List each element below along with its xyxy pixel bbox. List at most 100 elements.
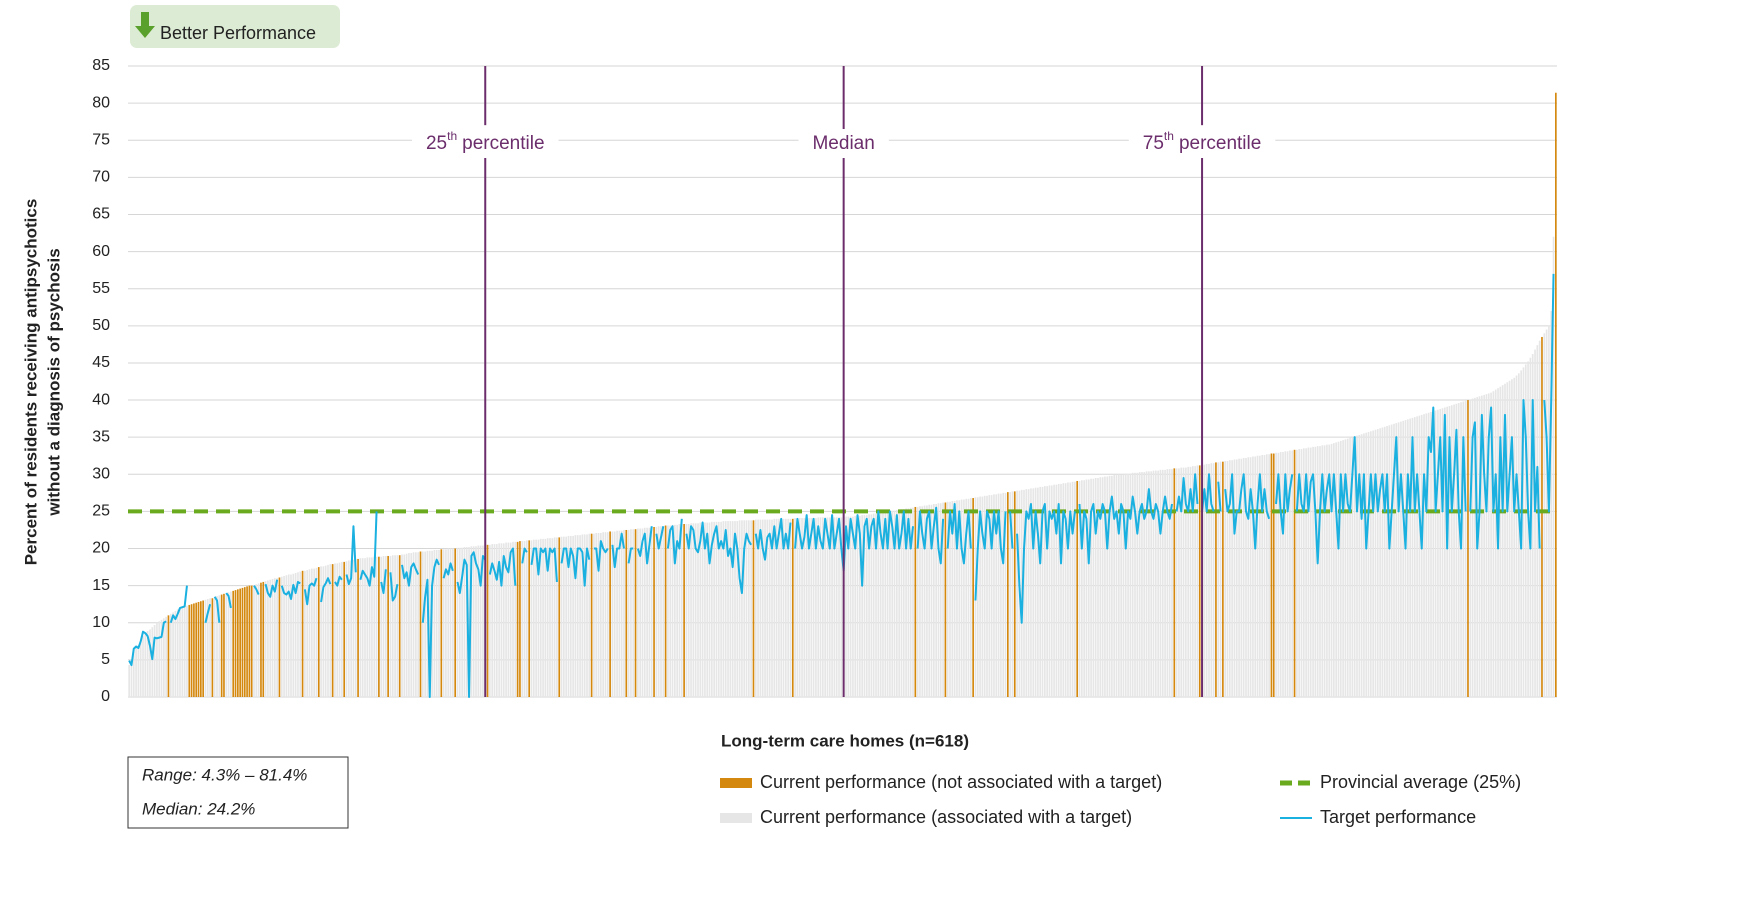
- bar: [1030, 488, 1032, 697]
- bar: [1032, 488, 1035, 697]
- bar: [1164, 469, 1166, 697]
- bar: [1011, 491, 1014, 697]
- bar: [937, 503, 940, 697]
- bar: [345, 561, 348, 697]
- bar: [1423, 414, 1425, 697]
- bar: [1097, 478, 1099, 697]
- y-tick-label: 30: [92, 466, 110, 483]
- badge-text: Better Performance: [160, 23, 316, 43]
- bar: [1409, 418, 1412, 697]
- bar: [209, 598, 211, 697]
- bar: [803, 518, 806, 697]
- bar: [824, 517, 826, 697]
- bar: [440, 549, 443, 697]
- bar: [731, 521, 734, 697]
- bar: [470, 546, 473, 697]
- bar: [1319, 446, 1321, 697]
- bar: [852, 516, 854, 697]
- x-axis-label: Long-term care homes (n=618): [721, 731, 969, 750]
- percentile-ordinal: 25: [426, 133, 447, 154]
- bar: [997, 493, 1000, 697]
- bar: [886, 511, 889, 697]
- bar: [1235, 459, 1238, 697]
- bar: [1552, 236, 1555, 697]
- bar: [761, 519, 764, 697]
- bar: [1080, 480, 1083, 697]
- bar: [350, 560, 352, 697]
- bar: [1388, 425, 1391, 697]
- bar: [630, 529, 632, 697]
- bar: [186, 605, 188, 697]
- bar: [1263, 454, 1266, 697]
- bar: [378, 556, 380, 697]
- bar: [882, 512, 884, 697]
- bar: [1279, 452, 1282, 697]
- bar: [986, 495, 988, 697]
- bar: [1501, 385, 1504, 697]
- bar: [322, 566, 325, 697]
- legend-label: Current performance (associated with a t…: [760, 807, 1132, 827]
- bar: [1076, 480, 1079, 697]
- bar: [1023, 489, 1025, 697]
- bar: [410, 552, 413, 697]
- bar: [234, 590, 237, 697]
- bar: [1090, 478, 1092, 697]
- bar: [771, 519, 773, 697]
- bar: [1215, 462, 1217, 697]
- bar: [905, 508, 907, 697]
- bar: [956, 500, 958, 697]
- bar: [1309, 447, 1312, 697]
- bar: [276, 578, 278, 697]
- bar: [246, 586, 248, 697]
- bar: [963, 499, 965, 697]
- y-tick-label: 40: [92, 391, 110, 408]
- bar: [1360, 434, 1363, 697]
- y-tick-label: 85: [92, 57, 110, 74]
- legend-label: Provincial average (25%): [1320, 772, 1521, 792]
- bar: [181, 607, 184, 697]
- bar: [468, 547, 470, 697]
- bar: [893, 510, 896, 697]
- bar: [1115, 475, 1118, 697]
- percentile-label-bg: [411, 125, 559, 159]
- bar: [1381, 427, 1384, 697]
- bar: [179, 607, 181, 697]
- bar: [493, 544, 496, 697]
- bar: [944, 502, 947, 697]
- bar: [223, 593, 225, 697]
- bar: [264, 581, 267, 697]
- bar: [313, 568, 315, 697]
- bar: [1083, 480, 1085, 697]
- bar: [190, 604, 193, 697]
- bar: [1168, 469, 1171, 697]
- bar: [1527, 361, 1529, 697]
- bar: [200, 601, 202, 697]
- bar: [1182, 467, 1185, 697]
- bar: [1356, 435, 1358, 697]
- bar: [549, 538, 551, 697]
- bar: [1078, 480, 1081, 697]
- bar: [787, 518, 789, 697]
- bar: [1053, 484, 1055, 697]
- y-tick-label: 0: [101, 688, 110, 705]
- bar: [1335, 442, 1338, 697]
- bar: [262, 581, 265, 697]
- badge-box: [130, 5, 340, 48]
- bar: [743, 520, 746, 697]
- bar: [1154, 470, 1157, 697]
- bar: [1101, 477, 1104, 697]
- bar: [452, 548, 454, 697]
- summary-median: Median: 24.2%: [142, 799, 255, 818]
- bar: [1455, 403, 1458, 697]
- summary-box: [127, 756, 349, 829]
- y-tick-label: 70: [92, 169, 110, 186]
- bar: [713, 521, 715, 697]
- bar: [1333, 443, 1335, 697]
- bar: [1006, 492, 1009, 697]
- bar: [341, 561, 343, 697]
- percentile-suffix: th: [447, 129, 457, 143]
- bar: [502, 543, 505, 697]
- bar: [1367, 431, 1370, 697]
- bar: [1531, 354, 1534, 697]
- bar: [1284, 451, 1287, 697]
